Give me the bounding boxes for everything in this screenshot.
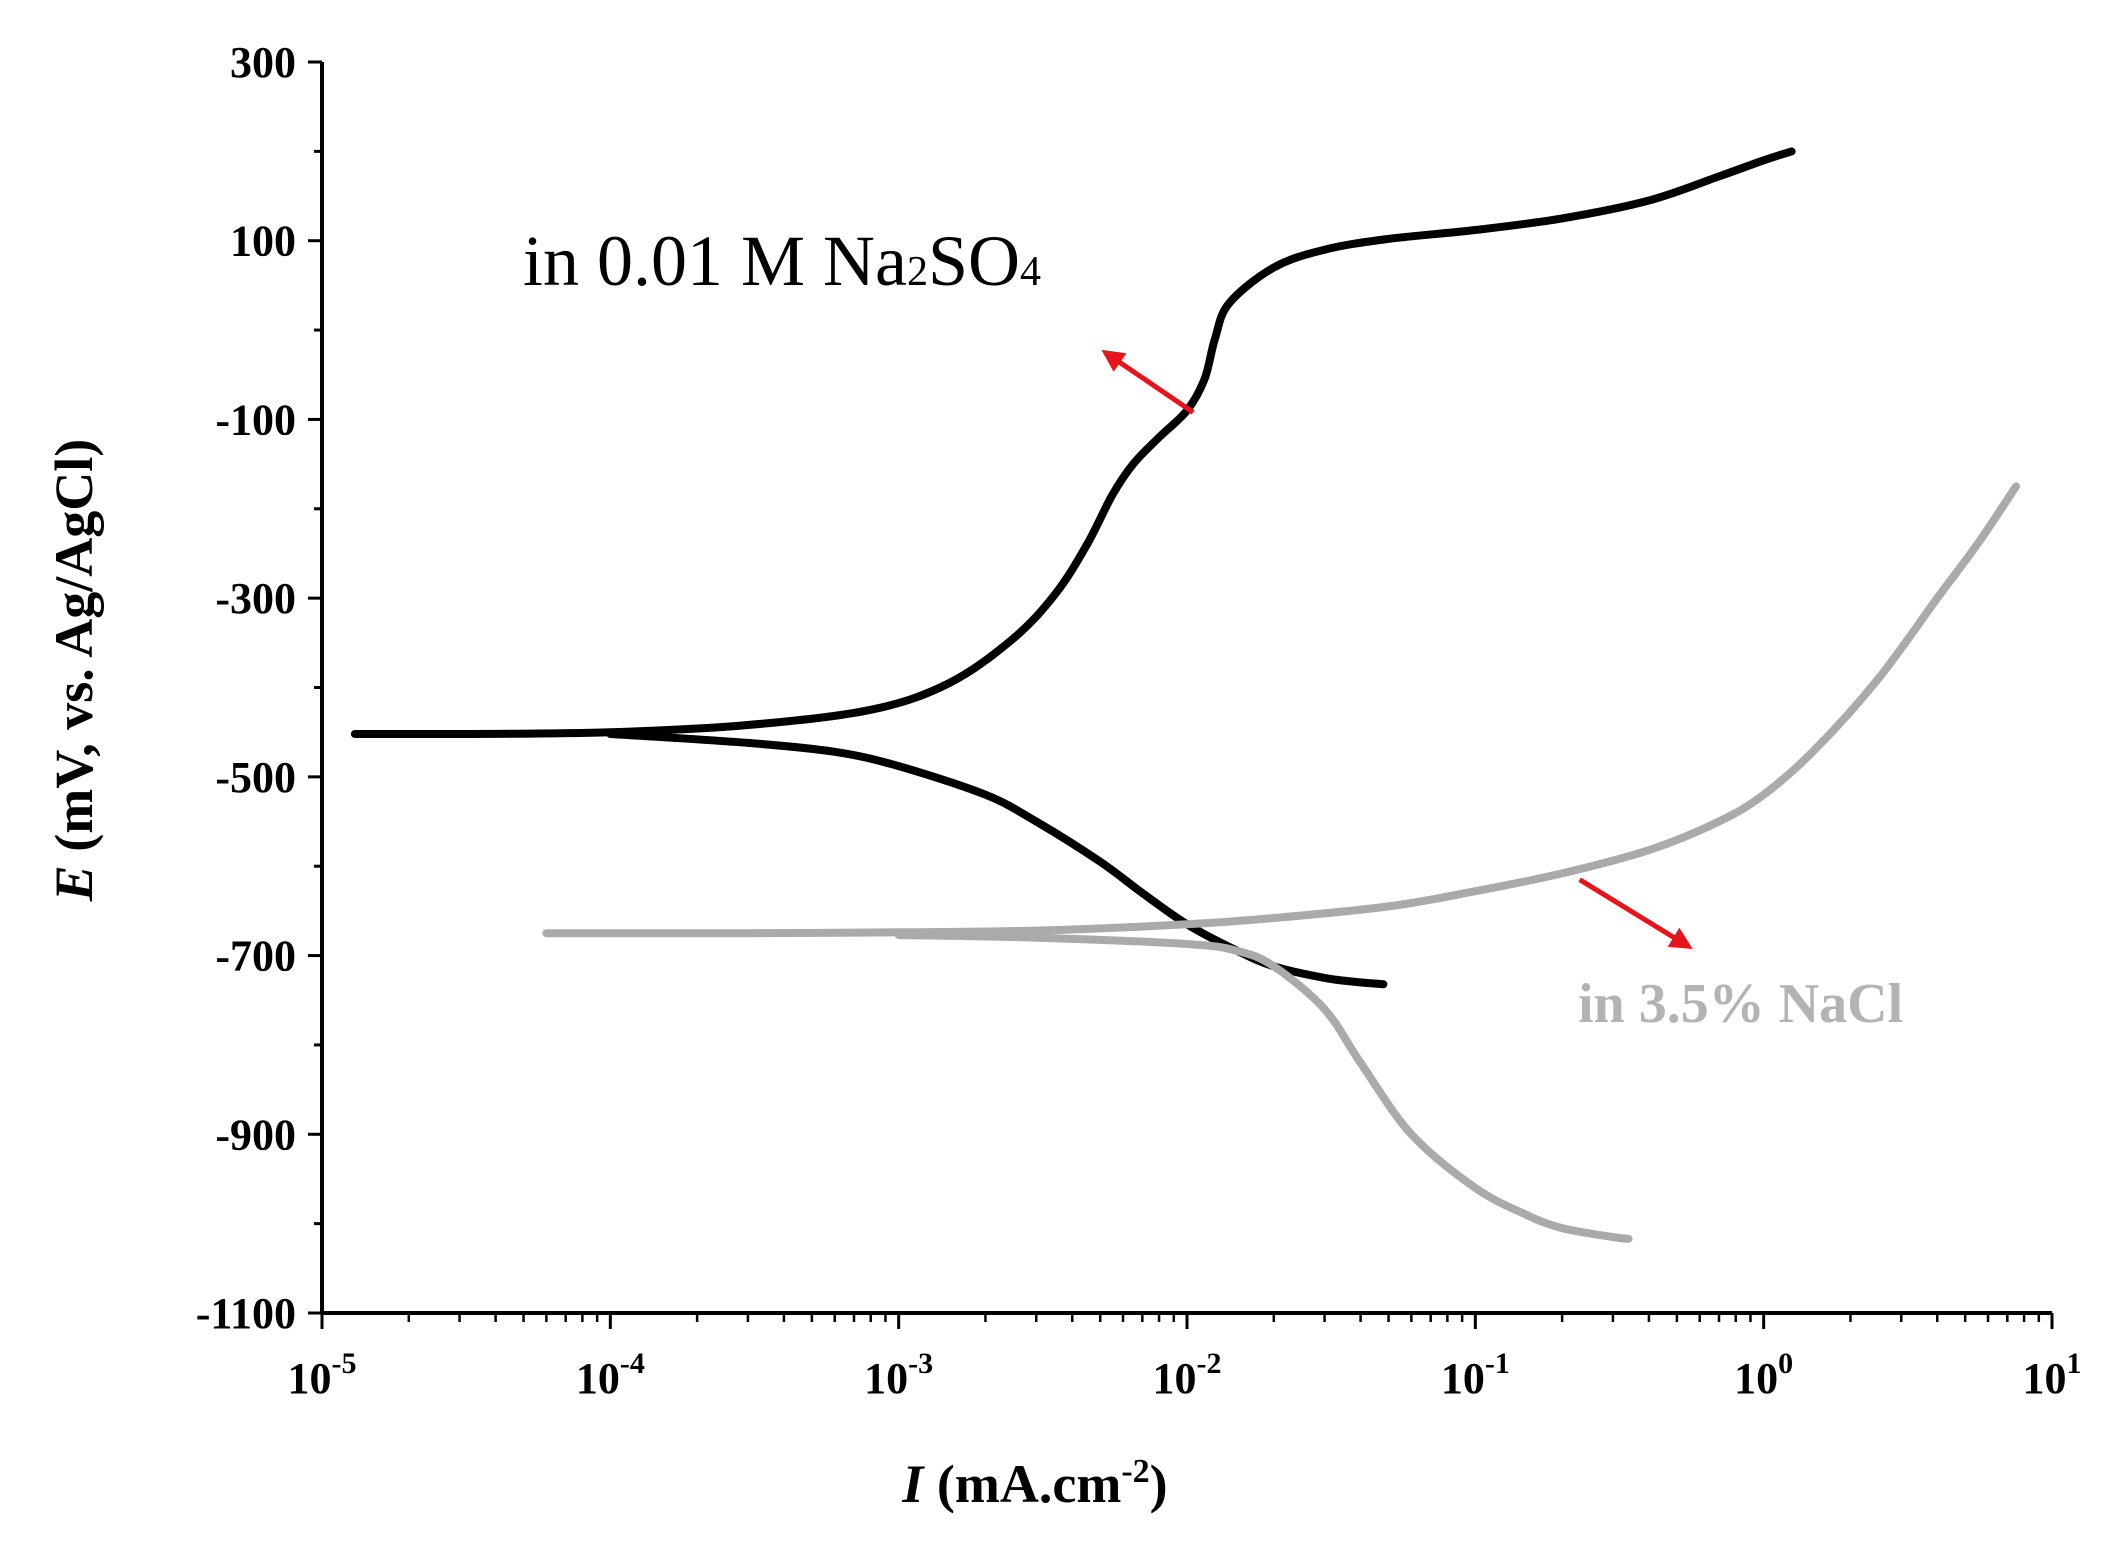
x-tick-label: 101 xyxy=(2023,1347,2082,1403)
y-tick-label: 300 xyxy=(230,38,296,87)
x-tick-label: 10-4 xyxy=(576,1347,645,1403)
annotation-arrow-1 xyxy=(1101,349,1195,415)
annotation-nacl: in 3.5% NaCl xyxy=(1578,973,1903,1035)
annotation-na2so4: in 0.01 M Na2SO4 xyxy=(523,221,1041,301)
y-tick-label: -900 xyxy=(215,1110,296,1159)
y-tick-label: -100 xyxy=(215,395,296,444)
x-tick-label: 10-5 xyxy=(288,1347,357,1403)
x-tick-label: 10-1 xyxy=(1441,1347,1510,1403)
nacl-curve-anodic xyxy=(542,482,2020,938)
na2so4-curve-anodic xyxy=(350,147,1796,739)
x-tick-label: 10-3 xyxy=(864,1347,933,1403)
y-tick-label: 100 xyxy=(230,217,296,266)
x-axis-title: I (mA.cm-2) xyxy=(901,1453,1167,1514)
y-axis-title: E (mV, vs. Ag/AgCl) xyxy=(44,439,104,903)
y-tick-label: -500 xyxy=(215,753,296,802)
annotation-arrow-2 xyxy=(1578,877,1693,949)
y-tick-label: -700 xyxy=(215,932,296,981)
nacl-curve-cathodic xyxy=(894,931,1633,1243)
na2so4-curve-cathodic xyxy=(606,730,1388,989)
y-tick-label: -300 xyxy=(215,574,296,623)
y-tick-label: -1100 xyxy=(196,1289,296,1338)
arrow-layer xyxy=(1101,349,1693,949)
x-tick-label: 100 xyxy=(1734,1347,1793,1403)
x-tick-label: 10-2 xyxy=(1153,1347,1222,1403)
x-ticks: 10-5 10-4 10-3 10-2 10-1 100 101 xyxy=(288,1313,2082,1403)
y-ticks: 300 100 -100 -300 -500 -700 -900 -1100 xyxy=(196,38,322,1338)
series-layer xyxy=(350,147,2020,1243)
